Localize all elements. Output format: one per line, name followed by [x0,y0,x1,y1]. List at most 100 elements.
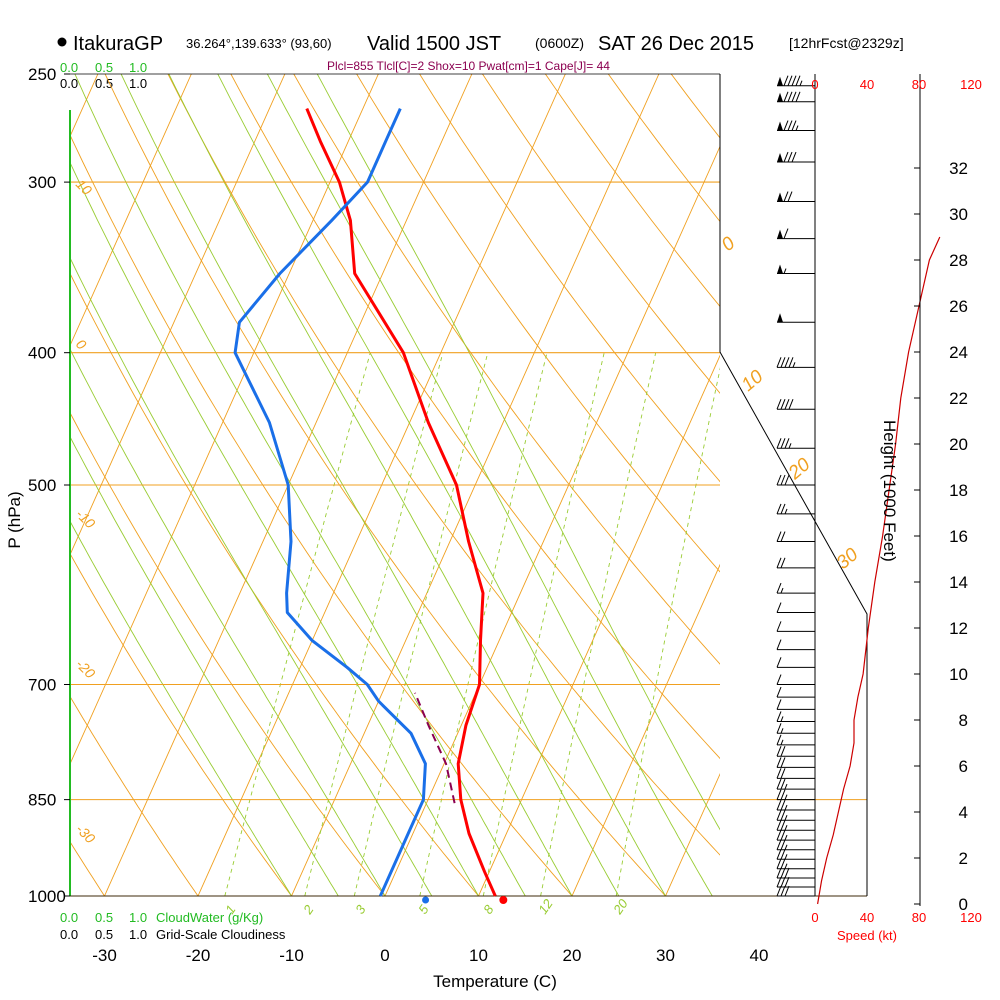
wind-barb-pennant [777,153,783,163]
speed-tick-label: 0 [811,77,818,92]
pressure-tick-label: 850 [28,791,56,810]
wind-barb [777,75,815,87]
wind-barb-flag [776,820,782,831]
wind-barb [777,313,815,323]
mixing-ratio-line [540,352,657,896]
wind-barb-flag [776,746,782,757]
wind-barb [777,191,815,203]
wind-barb-flag [780,876,786,888]
moist-adiabat-line [70,161,479,896]
moist-adiabat-line [70,348,386,896]
pressure-tick-label: 300 [28,173,56,192]
wind-barb [776,357,815,368]
dry-adiabat-line [70,840,106,896]
wind-barb-flag [776,829,782,841]
wind-barb [776,829,815,841]
wind-barb-flag [776,674,782,685]
wind-barb-pennant [777,313,783,323]
wind-barb [776,876,815,888]
wind-barb-flag [791,75,797,86]
wind-barb-flag [776,723,782,734]
height-tick-label: 32 [949,159,968,178]
temperature-tick-label: -10 [279,946,304,965]
wind-barb-flag [780,858,786,869]
wind-barb-flag [780,810,786,821]
dry-adiabat-line [481,74,720,394]
wind-barb-flag [795,91,801,102]
isotherm-line [70,74,192,347]
moist-adiabat-line [217,74,666,896]
adiabat-label: 20 [784,454,815,485]
dry-adiabat-line [544,74,720,308]
wind-barb-flag [784,876,790,888]
adiabat-label: 30 [833,544,863,574]
cloudwater-scale-top: 0.0 0.5 1.0 0.0 0.5 1.0 [60,60,147,91]
pressure-tick-label: 700 [28,676,56,695]
isotherm-label: -10 [73,506,99,532]
wind-barb [777,228,815,240]
dry-adiabat-line [293,74,720,665]
wind-barb-flag [776,621,782,632]
height-tick-label: 26 [949,297,968,316]
temperature-line [305,108,497,897]
temperature-tick-label: 30 [656,946,675,965]
wind-barb [777,120,815,132]
wind-barbs [776,75,815,897]
temperature-tick-label: -20 [186,946,211,965]
wind-barb-flag [776,399,782,410]
height-tick-label: 12 [949,619,968,638]
speed-tick-label: 80 [912,77,926,92]
height-tick-label: 30 [949,205,968,224]
wind-barb-flag [776,582,782,594]
speed-tick-label: 40 [860,910,874,925]
wind-barb-flag [791,91,797,102]
sounding-profiles [233,107,508,904]
wind-barb [776,867,815,879]
wind-barb-flag [780,531,786,542]
temperature-tick-label: 20 [563,946,582,965]
wind-barb-flag [776,357,782,368]
wind-barb-flag [780,768,786,779]
wind-barb-halfflag [784,863,788,869]
height-tick-label: 24 [949,343,968,362]
speed-tick-label: 0 [811,910,818,925]
wind-barb-flag [780,829,786,841]
wind-speed-line [817,236,941,905]
wind-barb-flag [783,228,789,239]
temperature-axis: -30 -20 -10 0 10 20 30 40 [92,946,768,965]
height-tick-label: 14 [949,573,968,592]
parcel-line [414,692,456,804]
wind-barb-flag [776,531,782,542]
pressure-axis: 1000 850 700 500 400 300 250 [28,65,70,906]
wind-barb-halfflag [780,587,784,594]
dry-adiabat-line [70,552,293,896]
wind-barb-flag [780,474,786,486]
wind-barb-flag [776,757,782,768]
mixing-ratio-label: 8 [480,902,497,917]
wind-barb-flag [776,839,782,850]
moist-adiabat-line [70,435,339,896]
moist-adiabat-lines [70,74,720,896]
dry-adiabat-line [419,74,720,483]
wind-barb-halfflag [784,854,788,860]
wind-barb-flag [776,686,782,698]
wind-barb [776,621,815,632]
wind-barb-flag [783,75,789,86]
wind-barb-flag [787,191,793,202]
temperature-tick-label: 0 [380,946,389,965]
wind-barb-pennant [777,121,783,131]
wind-barb [776,810,815,821]
wind-barb-pennant [777,192,783,202]
moist-adiabat-line [70,256,433,896]
wind-barb [776,438,815,449]
stability-indices: Plcl=855 Tlcl[C]=2 Shox=10 Pwat[cm]=1 Ca… [327,59,610,73]
wind-barb-halfflag [780,739,784,746]
wind-barb-flag [780,357,786,368]
mixing-ratio-label: 20 [610,896,632,918]
dry-adiabat-line [70,133,573,896]
wind-barb-flag [787,151,793,163]
temperature-tick-label: 40 [750,946,769,965]
